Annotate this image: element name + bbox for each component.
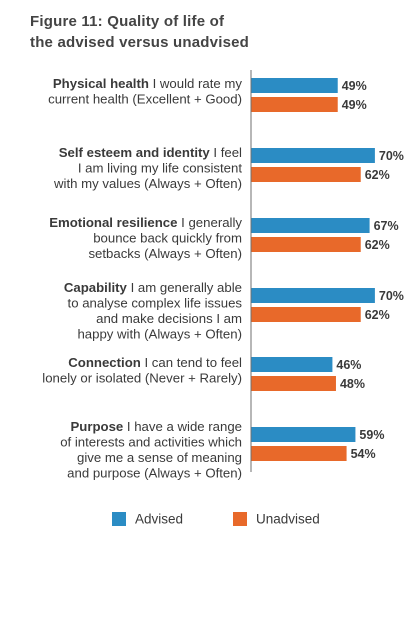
category-label-line: with my values (Always + Often) — [53, 176, 242, 191]
data-label: 48% — [340, 377, 365, 391]
bar-advised — [251, 288, 375, 303]
category-label-line: bounce back quickly from — [93, 231, 242, 246]
bar-advised — [251, 148, 375, 163]
bar-advised — [251, 218, 370, 233]
data-label: 49% — [342, 98, 367, 112]
figure-title-line-1: Figure 11: Quality of life of — [30, 13, 225, 30]
legend-swatch-unadvised — [233, 512, 247, 526]
data-label: 70% — [379, 149, 404, 163]
data-label: 54% — [351, 447, 376, 461]
bar-advised — [251, 357, 333, 372]
category-label-line: Self esteem and identity I feel — [59, 145, 242, 160]
bar-unadvised — [251, 237, 361, 252]
bar-unadvised — [251, 376, 336, 391]
category-label-line: Connection I can tend to feel — [68, 355, 242, 370]
category-label-line: current health (Excellent + Good) — [48, 92, 242, 107]
data-label: 62% — [365, 238, 390, 252]
figure-title-line-2: the advised versus unadvised — [30, 34, 250, 51]
category-label-line: of interests and activities which — [60, 435, 242, 450]
data-label: 70% — [379, 289, 404, 303]
category-label-line: and purpose (Always + Often) — [67, 466, 242, 481]
data-label: 59% — [359, 428, 384, 442]
category-label-line: happy with (Always + Often) — [77, 327, 242, 342]
bar-unadvised — [251, 446, 347, 461]
data-label: 67% — [374, 219, 399, 233]
bar-unadvised — [251, 307, 361, 322]
category-label-line: Emotional resilience I generally — [49, 215, 242, 230]
bar-unadvised — [251, 167, 361, 182]
category-label-line: Capability I am generally able — [64, 280, 242, 295]
category-label-line: lonely or isolated (Never + Rarely) — [42, 371, 242, 386]
category-label-line: setbacks (Always + Often) — [88, 246, 242, 261]
data-label: 62% — [365, 308, 390, 322]
data-label: 49% — [342, 79, 367, 93]
bar-advised — [251, 427, 356, 442]
category-label-line: Purpose I have a wide range — [70, 419, 242, 434]
category-label-line: to analyse complex life issues — [68, 296, 243, 311]
category-label-line: and make decisions I am — [96, 311, 242, 326]
legend-label-unadvised: Unadvised — [256, 512, 320, 527]
category-label-line: I am living my life consistent — [78, 161, 243, 176]
bar-unadvised — [251, 97, 338, 112]
data-label: 46% — [336, 358, 361, 372]
bar-advised — [251, 78, 338, 93]
legend-swatch-advised — [112, 512, 126, 526]
category-label-line: give me a sense of meaning — [77, 450, 242, 465]
legend-label-advised: Advised — [135, 512, 183, 527]
data-label: 62% — [365, 168, 390, 182]
category-label-line: Physical health I would rate my — [53, 76, 243, 91]
